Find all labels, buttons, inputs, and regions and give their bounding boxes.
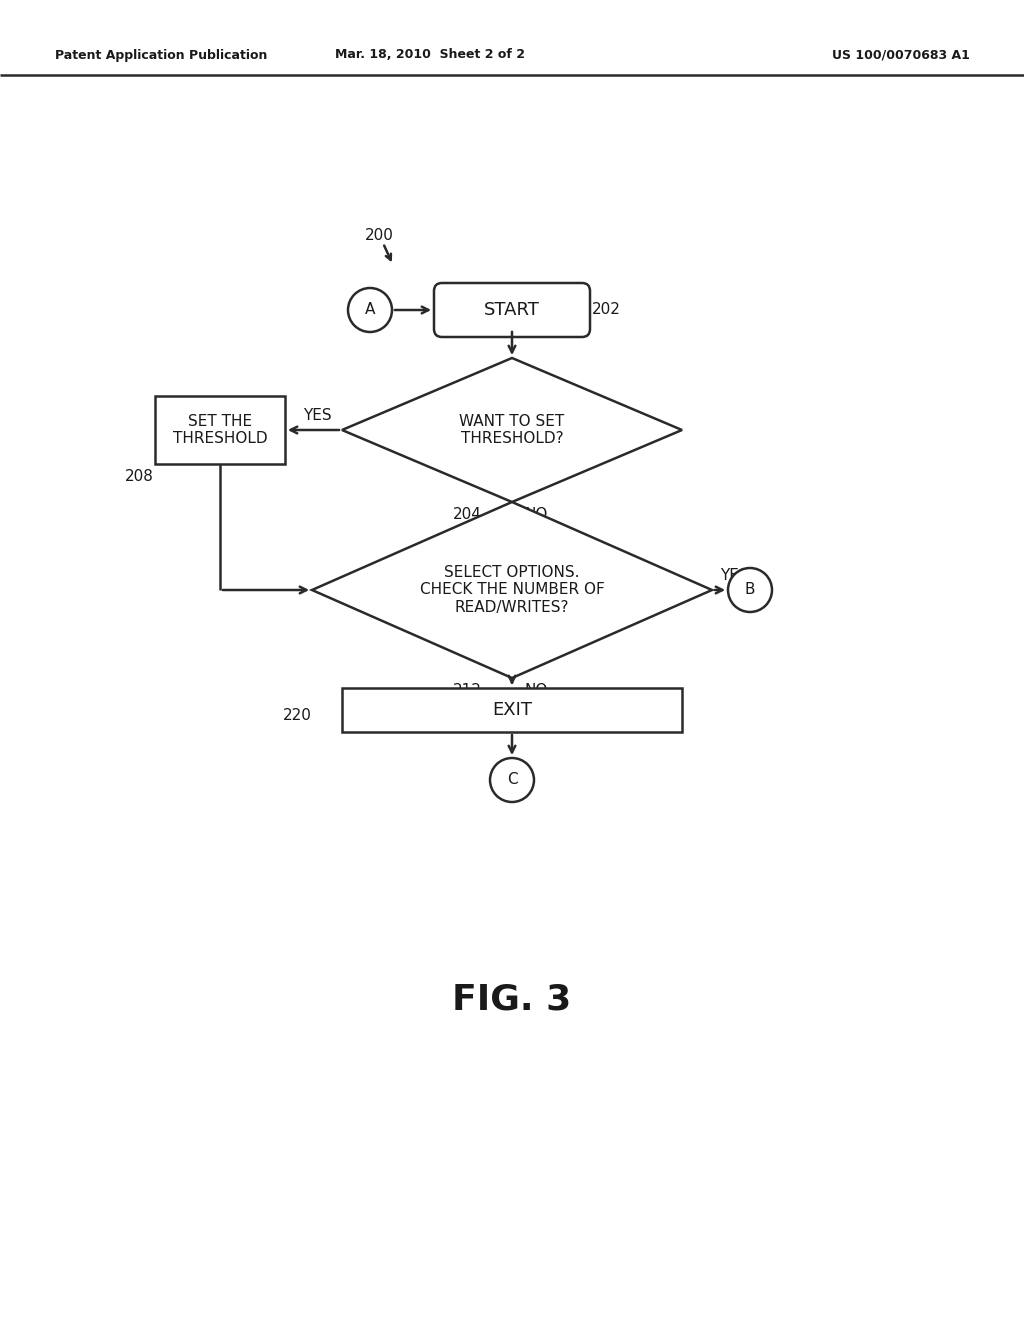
Text: US 100/0070683 A1: US 100/0070683 A1	[833, 49, 970, 62]
Text: NO: NO	[524, 682, 548, 698]
Text: 200: 200	[365, 227, 394, 243]
Text: NO: NO	[524, 507, 548, 521]
Text: A: A	[365, 302, 375, 318]
Text: FIG. 3: FIG. 3	[453, 983, 571, 1016]
Text: SELECT OPTIONS.
CHECK THE NUMBER OF
READ/WRITES?: SELECT OPTIONS. CHECK THE NUMBER OF READ…	[420, 565, 604, 615]
Circle shape	[490, 758, 534, 803]
Polygon shape	[312, 502, 712, 678]
Text: WANT TO SET
THRESHOLD?: WANT TO SET THRESHOLD?	[460, 413, 564, 446]
Text: 208: 208	[125, 469, 154, 484]
Text: YES: YES	[303, 408, 332, 422]
Text: 220: 220	[283, 708, 312, 722]
Polygon shape	[342, 358, 682, 502]
Text: 202: 202	[592, 302, 621, 318]
Text: EXIT: EXIT	[492, 701, 532, 719]
Text: 212: 212	[454, 682, 482, 698]
Text: YES: YES	[720, 568, 749, 582]
Text: START: START	[484, 301, 540, 319]
Text: Mar. 18, 2010  Sheet 2 of 2: Mar. 18, 2010 Sheet 2 of 2	[335, 49, 525, 62]
Circle shape	[728, 568, 772, 612]
FancyBboxPatch shape	[434, 282, 590, 337]
Bar	[342, 688, 682, 733]
Text: SET THE
THRESHOLD: SET THE THRESHOLD	[173, 413, 267, 446]
Text: 204: 204	[454, 507, 482, 521]
Bar	[155, 396, 285, 465]
Text: B: B	[744, 582, 756, 598]
Text: C: C	[507, 772, 517, 788]
Circle shape	[348, 288, 392, 333]
Text: Patent Application Publication: Patent Application Publication	[55, 49, 267, 62]
